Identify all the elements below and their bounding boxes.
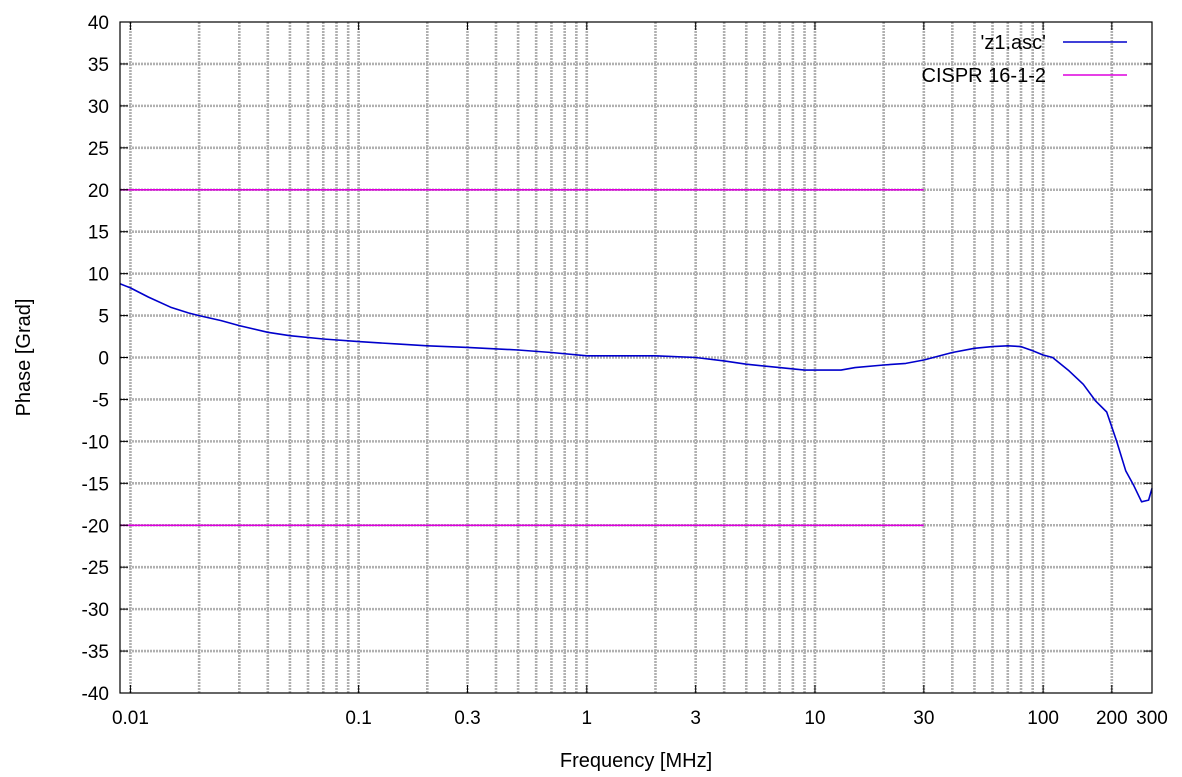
axis-ticks: -40 -35 -30 -25 -20 -15 -10 -5 0 5 10 15 20 25 30 35 40 0… (82, 13, 1168, 729)
y-tick-label: -15 (82, 474, 109, 495)
x-tick-label: 10 (804, 708, 825, 729)
y-tick-label: 5 (98, 307, 109, 328)
x-tick-label: 300 (1136, 708, 1168, 729)
y-tick-label: -20 (82, 516, 109, 537)
y-tick-label: 25 (88, 139, 109, 160)
x-tick-label: 0.1 (345, 708, 371, 729)
x-tick-label: 100 (1027, 708, 1059, 729)
y-tick-label: -40 (82, 684, 109, 705)
y-tick-label: 0 (98, 349, 109, 370)
y-tick-label: 15 (88, 223, 109, 244)
y-tick-label: -10 (82, 432, 109, 453)
y-tick-label: 35 (88, 55, 109, 76)
x-tick-label: 0.3 (454, 708, 480, 729)
y-tick-label: -25 (82, 558, 109, 579)
legend-label: CISPR 16-1-2 (922, 65, 1047, 87)
x-tick-label: 30 (913, 708, 934, 729)
y-tick-label: -35 (82, 642, 109, 663)
x-tick-label: 1 (581, 708, 592, 729)
y-tick-label: 30 (88, 97, 109, 118)
x-tick-label: 200 (1096, 708, 1128, 729)
y-tick-label: 10 (88, 265, 109, 286)
legend-label: 'z1.asc' (981, 32, 1046, 54)
series-z1-line (119, 282, 1153, 503)
grid (120, 22, 1152, 693)
legend: 'z1.asc' CISPR 16-1-2 (922, 32, 1127, 87)
y-tick-label: 20 (88, 181, 109, 202)
y-axis-label: Phase [Grad] (13, 299, 35, 417)
plot-lines (119, 189, 1153, 527)
y-tick-label: 40 (88, 13, 109, 34)
y-tick-label: -5 (92, 390, 109, 411)
x-tick-label: 3 (690, 708, 701, 729)
x-axis-label: Frequency [MHz] (560, 750, 712, 772)
y-tick-label: -30 (82, 600, 109, 621)
x-tick-label: 0.01 (112, 708, 149, 729)
